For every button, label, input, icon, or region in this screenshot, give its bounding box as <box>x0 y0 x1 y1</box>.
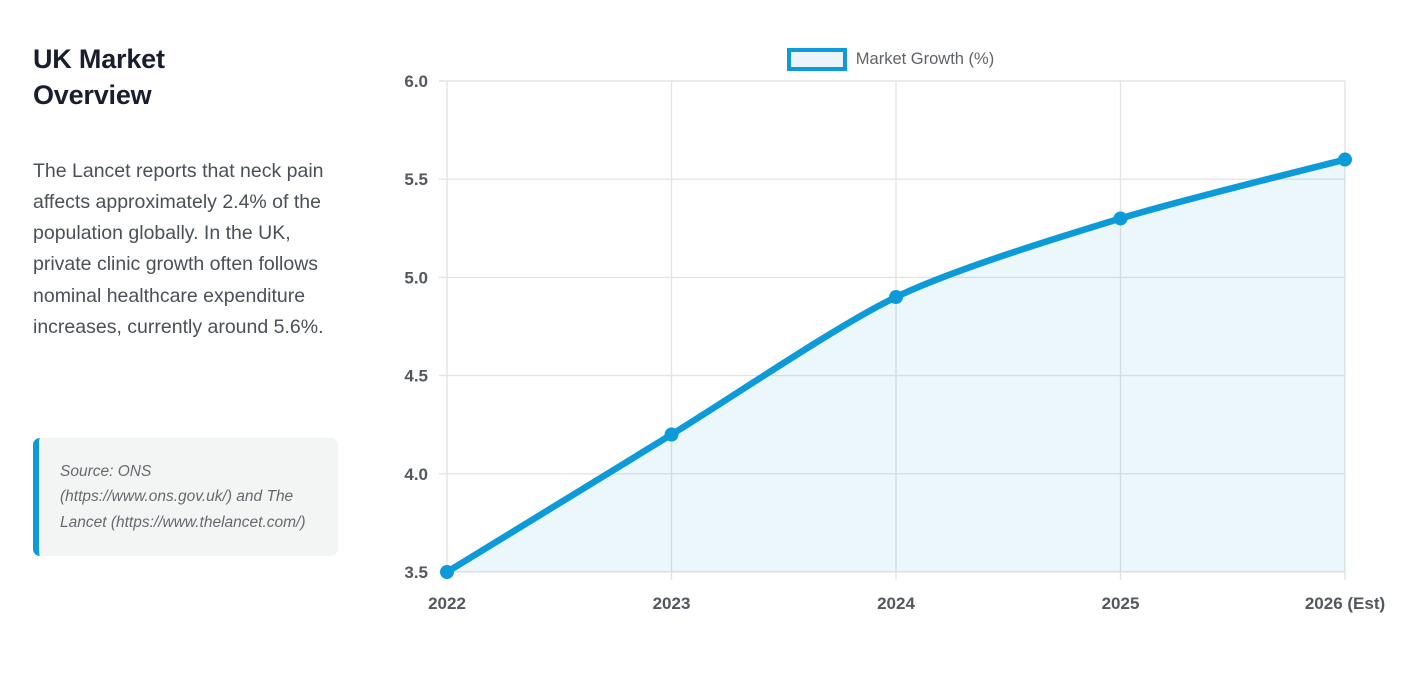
y-tick-label: 4.5 <box>404 367 428 386</box>
data-point[interactable] <box>1338 152 1352 167</box>
y-tick-label: 4.0 <box>404 465 428 484</box>
x-tick-label: 2025 <box>1102 594 1140 613</box>
overview-panel: UK Market Overview The Lancet reports th… <box>33 42 338 556</box>
source-text: Source: ONS (https://www.ons.gov.uk/) an… <box>60 463 306 531</box>
y-tick-label: 5.0 <box>404 268 428 287</box>
chart-legend[interactable]: Market Growth (%) <box>380 46 1401 72</box>
data-point[interactable] <box>664 427 679 442</box>
growth-area <box>447 159 1345 572</box>
source-citation-box: Source: ONS (https://www.ons.gov.uk/) an… <box>33 438 338 556</box>
x-tick-label: 2022 <box>428 594 466 613</box>
y-tick-label: 6.0 <box>404 72 428 91</box>
x-tick-label: 2023 <box>653 594 691 613</box>
data-point[interactable] <box>440 565 454 579</box>
legend-label: Market Growth (%) <box>855 49 995 68</box>
page-title: UK Market Overview <box>33 44 165 110</box>
x-tick-label: 2026 (Est) <box>1305 594 1385 613</box>
x-tick-label: 2024 <box>877 594 915 613</box>
intro-paragraph: The Lancet reports that neck pain affect… <box>33 159 324 338</box>
y-tick-label: 5.5 <box>404 170 428 189</box>
data-point[interactable] <box>889 290 903 305</box>
legend-swatch-icon <box>786 47 847 71</box>
data-point[interactable] <box>1113 211 1128 226</box>
y-tick-label: 3.5 <box>404 563 428 582</box>
